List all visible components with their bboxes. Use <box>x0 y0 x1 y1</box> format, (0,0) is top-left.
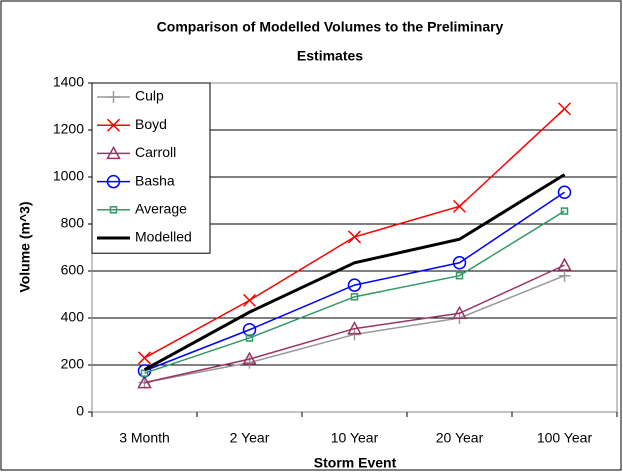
legend-label: Basha <box>135 172 175 188</box>
marker-shape <box>137 375 152 389</box>
x-axis-label: Storm Event <box>314 455 397 471</box>
marker <box>106 174 121 189</box>
legend-label: Boyd <box>135 116 167 132</box>
marker <box>137 351 152 365</box>
marker-shape <box>245 334 254 342</box>
marker <box>452 199 467 213</box>
legend-label: Average <box>135 201 187 217</box>
marker <box>242 351 257 365</box>
marker-shape <box>242 323 257 337</box>
marker <box>137 375 152 389</box>
y-tick-label: 1200 <box>53 121 84 137</box>
marker <box>558 269 571 282</box>
marker-shape <box>347 278 362 292</box>
marker-shape <box>557 185 572 200</box>
marker <box>109 206 118 214</box>
marker <box>557 257 572 271</box>
marker <box>557 102 572 116</box>
marker <box>347 230 362 244</box>
marker-shape <box>242 293 257 307</box>
y-axis-label: Volume (m^3) <box>17 201 33 292</box>
marker <box>242 323 257 337</box>
y-tick-label: 0 <box>76 403 84 419</box>
marker-shape <box>347 321 362 335</box>
series-line <box>144 191 565 372</box>
marker <box>245 334 254 342</box>
series-line <box>144 264 565 384</box>
chart-title: Comparison of Modelled Volumes to the Pr… <box>157 19 504 35</box>
marker-shape <box>137 351 152 365</box>
y-tick-label: 400 <box>61 309 85 325</box>
marker-shape <box>348 328 361 341</box>
marker-shape <box>109 206 118 214</box>
y-tick-label: 1000 <box>53 168 84 184</box>
marker-shape <box>560 207 569 215</box>
marker <box>140 369 149 377</box>
marker <box>348 328 361 341</box>
marker <box>347 321 362 335</box>
marker-shape <box>557 102 572 116</box>
marker-shape <box>558 269 571 282</box>
y-tick-label: 600 <box>61 262 85 278</box>
legend-label: Culp <box>135 88 164 104</box>
marker-shape <box>350 293 359 301</box>
legend-label: Carroll <box>135 144 176 160</box>
marker-shape <box>452 199 467 213</box>
marker <box>106 145 121 160</box>
x-tick-label: 10 Year <box>331 430 379 446</box>
legend-box <box>91 82 211 254</box>
marker <box>242 293 257 307</box>
x-tick-label: 2 Year <box>230 430 270 446</box>
x-tick-label: 100 Year <box>537 430 593 446</box>
y-tick-label: 200 <box>61 356 85 372</box>
marker-shape <box>557 257 572 271</box>
marker-shape <box>107 91 120 103</box>
series-line <box>144 210 565 374</box>
marker-shape <box>452 305 467 320</box>
marker-shape <box>347 230 362 244</box>
marker <box>452 256 467 270</box>
marker <box>452 305 467 320</box>
marker-shape <box>106 174 121 189</box>
marker-shape <box>242 351 257 365</box>
marker <box>455 271 464 280</box>
marker <box>350 293 359 301</box>
x-tick-label: 3 Month <box>119 430 170 446</box>
marker-shape <box>455 271 464 280</box>
marker <box>106 118 121 132</box>
marker <box>107 91 120 103</box>
marker-shape <box>106 145 121 160</box>
marker-shape <box>140 369 149 377</box>
marker <box>347 278 362 292</box>
marker-shape <box>106 118 121 132</box>
marker <box>560 207 569 215</box>
marker <box>557 185 572 200</box>
series-line <box>143 173 566 372</box>
marker-shape <box>452 256 467 270</box>
y-tick-label: 1400 <box>53 74 84 90</box>
x-tick-label: 20 Year <box>436 430 484 446</box>
chart-title: Estimates <box>297 48 363 64</box>
legend-label: Modelled <box>135 229 192 245</box>
y-tick-label: 800 <box>61 215 85 231</box>
